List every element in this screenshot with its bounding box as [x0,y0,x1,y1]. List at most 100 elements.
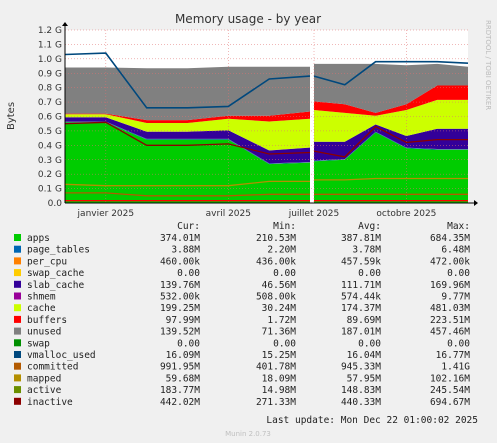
legend-name-slab_cache: slab_cache [27,280,84,291]
legend-max-per_cpu: 472.00k [430,256,470,267]
legend-min-slab_cache: 46.56M [262,280,297,291]
legend-swatch-mapped [14,374,21,382]
legend-cur-active: 183.77M [160,385,200,396]
area-cache-1 [314,99,468,142]
legend-max-page_tables: 6.48M [441,245,470,256]
legend-avg-inactive: 440.33M [341,397,381,408]
legend-max-swap_cache: 0.00 [447,268,470,279]
munin-version: Munin 2.0.73 [225,430,271,438]
legend-swatch-swap_cache [14,269,21,277]
area-apps-1 [314,132,468,203]
legend-avg-per_cpu: 457.59k [341,256,381,267]
legend-cur-page_tables: 3.88M [171,245,200,256]
legend-avg-mapped: 57.95M [347,373,382,384]
legend-swatch-shmem [14,292,21,300]
y-tick-label: 0.9 G [38,69,62,79]
legend-name-buffers: buffers [27,315,67,326]
legend-min-buffers: 1.72M [267,315,296,326]
legend-swatch-per_cpu [14,257,21,265]
legend-max-committed: 1.41G [441,362,470,373]
legend-min-swap_cache: 0.00 [273,268,296,279]
area-buffers-0 [65,111,310,123]
legend-min-mapped: 18.09M [262,373,297,384]
area-cache-0 [65,114,310,151]
legend-cur-per_cpu: 460.00k [160,256,200,267]
legend-swatch-swap [14,339,21,347]
legend: Cur: Min: Avg: Max: apps 374.01M 210.53M 387.81… [14,221,470,408]
legend-avg-buffers: 89.69M [347,315,382,326]
area-buffers-1 [314,85,468,116]
legend-avg-swap_cache: 0.00 [358,268,381,279]
legend-cur-swap_cache: 0.00 [177,268,200,279]
legend-cur-slab_cache: 139.76M [160,280,200,291]
y-tick-label: 0.2 G [38,170,62,180]
legend-cur-vmalloc_used: 16.09M [166,350,201,361]
legend-swatch-page_tables [14,245,21,253]
legend-min-per_cpu: 436.00k [256,256,296,267]
line-committed-0 [64,52,311,109]
legend-min-cache: 30.24M [262,303,297,314]
y-tick-label: 0.1 G [38,185,62,195]
y-tick-label: 0.0 [48,199,63,209]
legend-max-active: 245.54M [430,385,470,396]
y-tick-label: 0.7 G [38,98,62,108]
y-tick-label: 1.0 G [38,55,62,65]
x-tick-label: octobre 2025 [376,209,436,219]
legend-swatch-buffers [14,315,21,323]
legend-min-inactive: 271.33M [256,397,296,408]
y-tick-label: 0.5 G [38,127,62,137]
legend-min-vmalloc_used: 15.25M [262,350,297,361]
chart-title: Memory usage - by year [175,12,321,26]
legend-min-swap: 0.00 [273,338,296,349]
legend-name-per_cpu: per_cpu [27,256,67,267]
legend-swatch-active [14,386,21,394]
area-unused-0 [65,66,310,121]
legend-max-cache: 481.03M [430,303,470,314]
x-tick-label: janvier 2025 [77,209,135,219]
legend-cur-swap: 0.00 [177,338,200,349]
legend-name-swap: swap [27,338,50,349]
legend-max-unused: 457.46M [430,327,470,338]
y-tick-label: 0.6 G [38,113,62,123]
y-axis-arrow [62,22,68,26]
legend-header: Cur: [177,221,200,232]
legend-max-vmalloc_used: 16.77M [436,350,471,361]
legend-name-page_tables: page_tables [27,245,90,256]
area-shmem-1 [314,124,468,142]
legend-max-slab_cache: 169.96M [430,280,470,291]
legend-swatch-vmalloc_used [14,351,21,358]
y-tick-label: 1.1 G [38,40,62,50]
legend-name-inactive: inactive [27,397,73,408]
area-slab_cache-1 [314,124,468,161]
legend-name-swap_cache: swap_cache [27,268,84,279]
legend-cur-committed: 991.95M [160,362,200,373]
legend-min-committed: 401.78M [256,362,296,373]
legend-min-unused: 71.36M [262,327,297,338]
legend-header: Min: [273,221,296,232]
legend-avg-shmem: 574.44k [341,292,381,303]
rrdtool-credit: RRDTOOL / TOBI OETIKER [484,20,492,110]
legend-name-active: active [27,385,62,396]
legend-avg-slab_cache: 111.71M [341,280,381,291]
legend-cur-buffers: 97.99M [166,315,201,326]
legend-max-swap: 0.00 [447,338,470,349]
legend-cur-cache: 199.25M [160,303,200,314]
legend-avg-cache: 174.37M [341,303,381,314]
legend-name-mapped: mapped [27,373,61,384]
legend-cur-unused: 139.52M [160,327,200,338]
legend-avg-page_tables: 3.78M [352,245,381,256]
legend-cur-mapped: 59.68M [166,373,201,384]
legend-max-apps: 684.35M [430,233,470,244]
legend-min-page_tables: 2.20M [267,245,296,256]
legend-cur-shmem: 532.00k [160,292,200,303]
x-axis-arrow [474,200,478,206]
legend-max-inactive: 694.67M [430,397,470,408]
legend-swatch-apps [14,234,21,241]
legend-name-apps: apps [27,233,50,244]
legend-swatch-unused [14,327,21,335]
legend-name-shmem: shmem [27,292,56,303]
legend-name-vmalloc_used: vmalloc_used [27,350,96,361]
legend-avg-committed: 945.33M [341,362,381,373]
legend-cur-apps: 374.01M [160,233,200,244]
